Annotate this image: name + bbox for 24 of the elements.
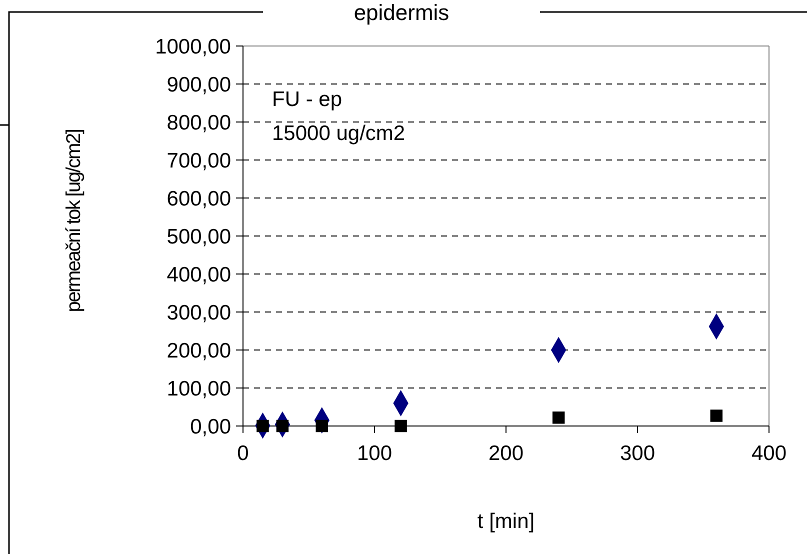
y-tick-label: 1000,00 xyxy=(155,35,231,58)
y-axis-title: permeační tok [ug/cm2] xyxy=(63,129,85,312)
point xyxy=(394,420,407,432)
point xyxy=(710,410,723,422)
x-tick-label: 300 xyxy=(620,442,656,465)
y-tick-label: 300,00 xyxy=(166,301,231,324)
y-tick-label: 100,00 xyxy=(166,377,231,400)
y-tick-label: 800,00 xyxy=(166,111,231,134)
x-tick-label: 100 xyxy=(356,442,392,465)
y-tick-label: 0,00 xyxy=(190,415,231,438)
y-tick-label: 700,00 xyxy=(166,149,231,172)
y-tick-label: 600,00 xyxy=(166,187,231,210)
annotation: FU - ep xyxy=(272,88,342,111)
x-tick-label: 200 xyxy=(488,442,524,465)
y-tick-label: 900,00 xyxy=(166,73,231,96)
annotation: 15000 ug/cm2 xyxy=(272,122,406,145)
y-tick-label: 500,00 xyxy=(166,225,231,248)
y-tick-label: 400,00 xyxy=(166,263,231,286)
chart-title: epidermis xyxy=(354,0,450,25)
y-tick-label: 200,00 xyxy=(166,339,231,362)
x-tick-label: 400 xyxy=(751,442,787,465)
point xyxy=(552,412,565,424)
x-tick-label: 0 xyxy=(237,442,249,465)
x-axis-title: t [min] xyxy=(477,510,535,533)
